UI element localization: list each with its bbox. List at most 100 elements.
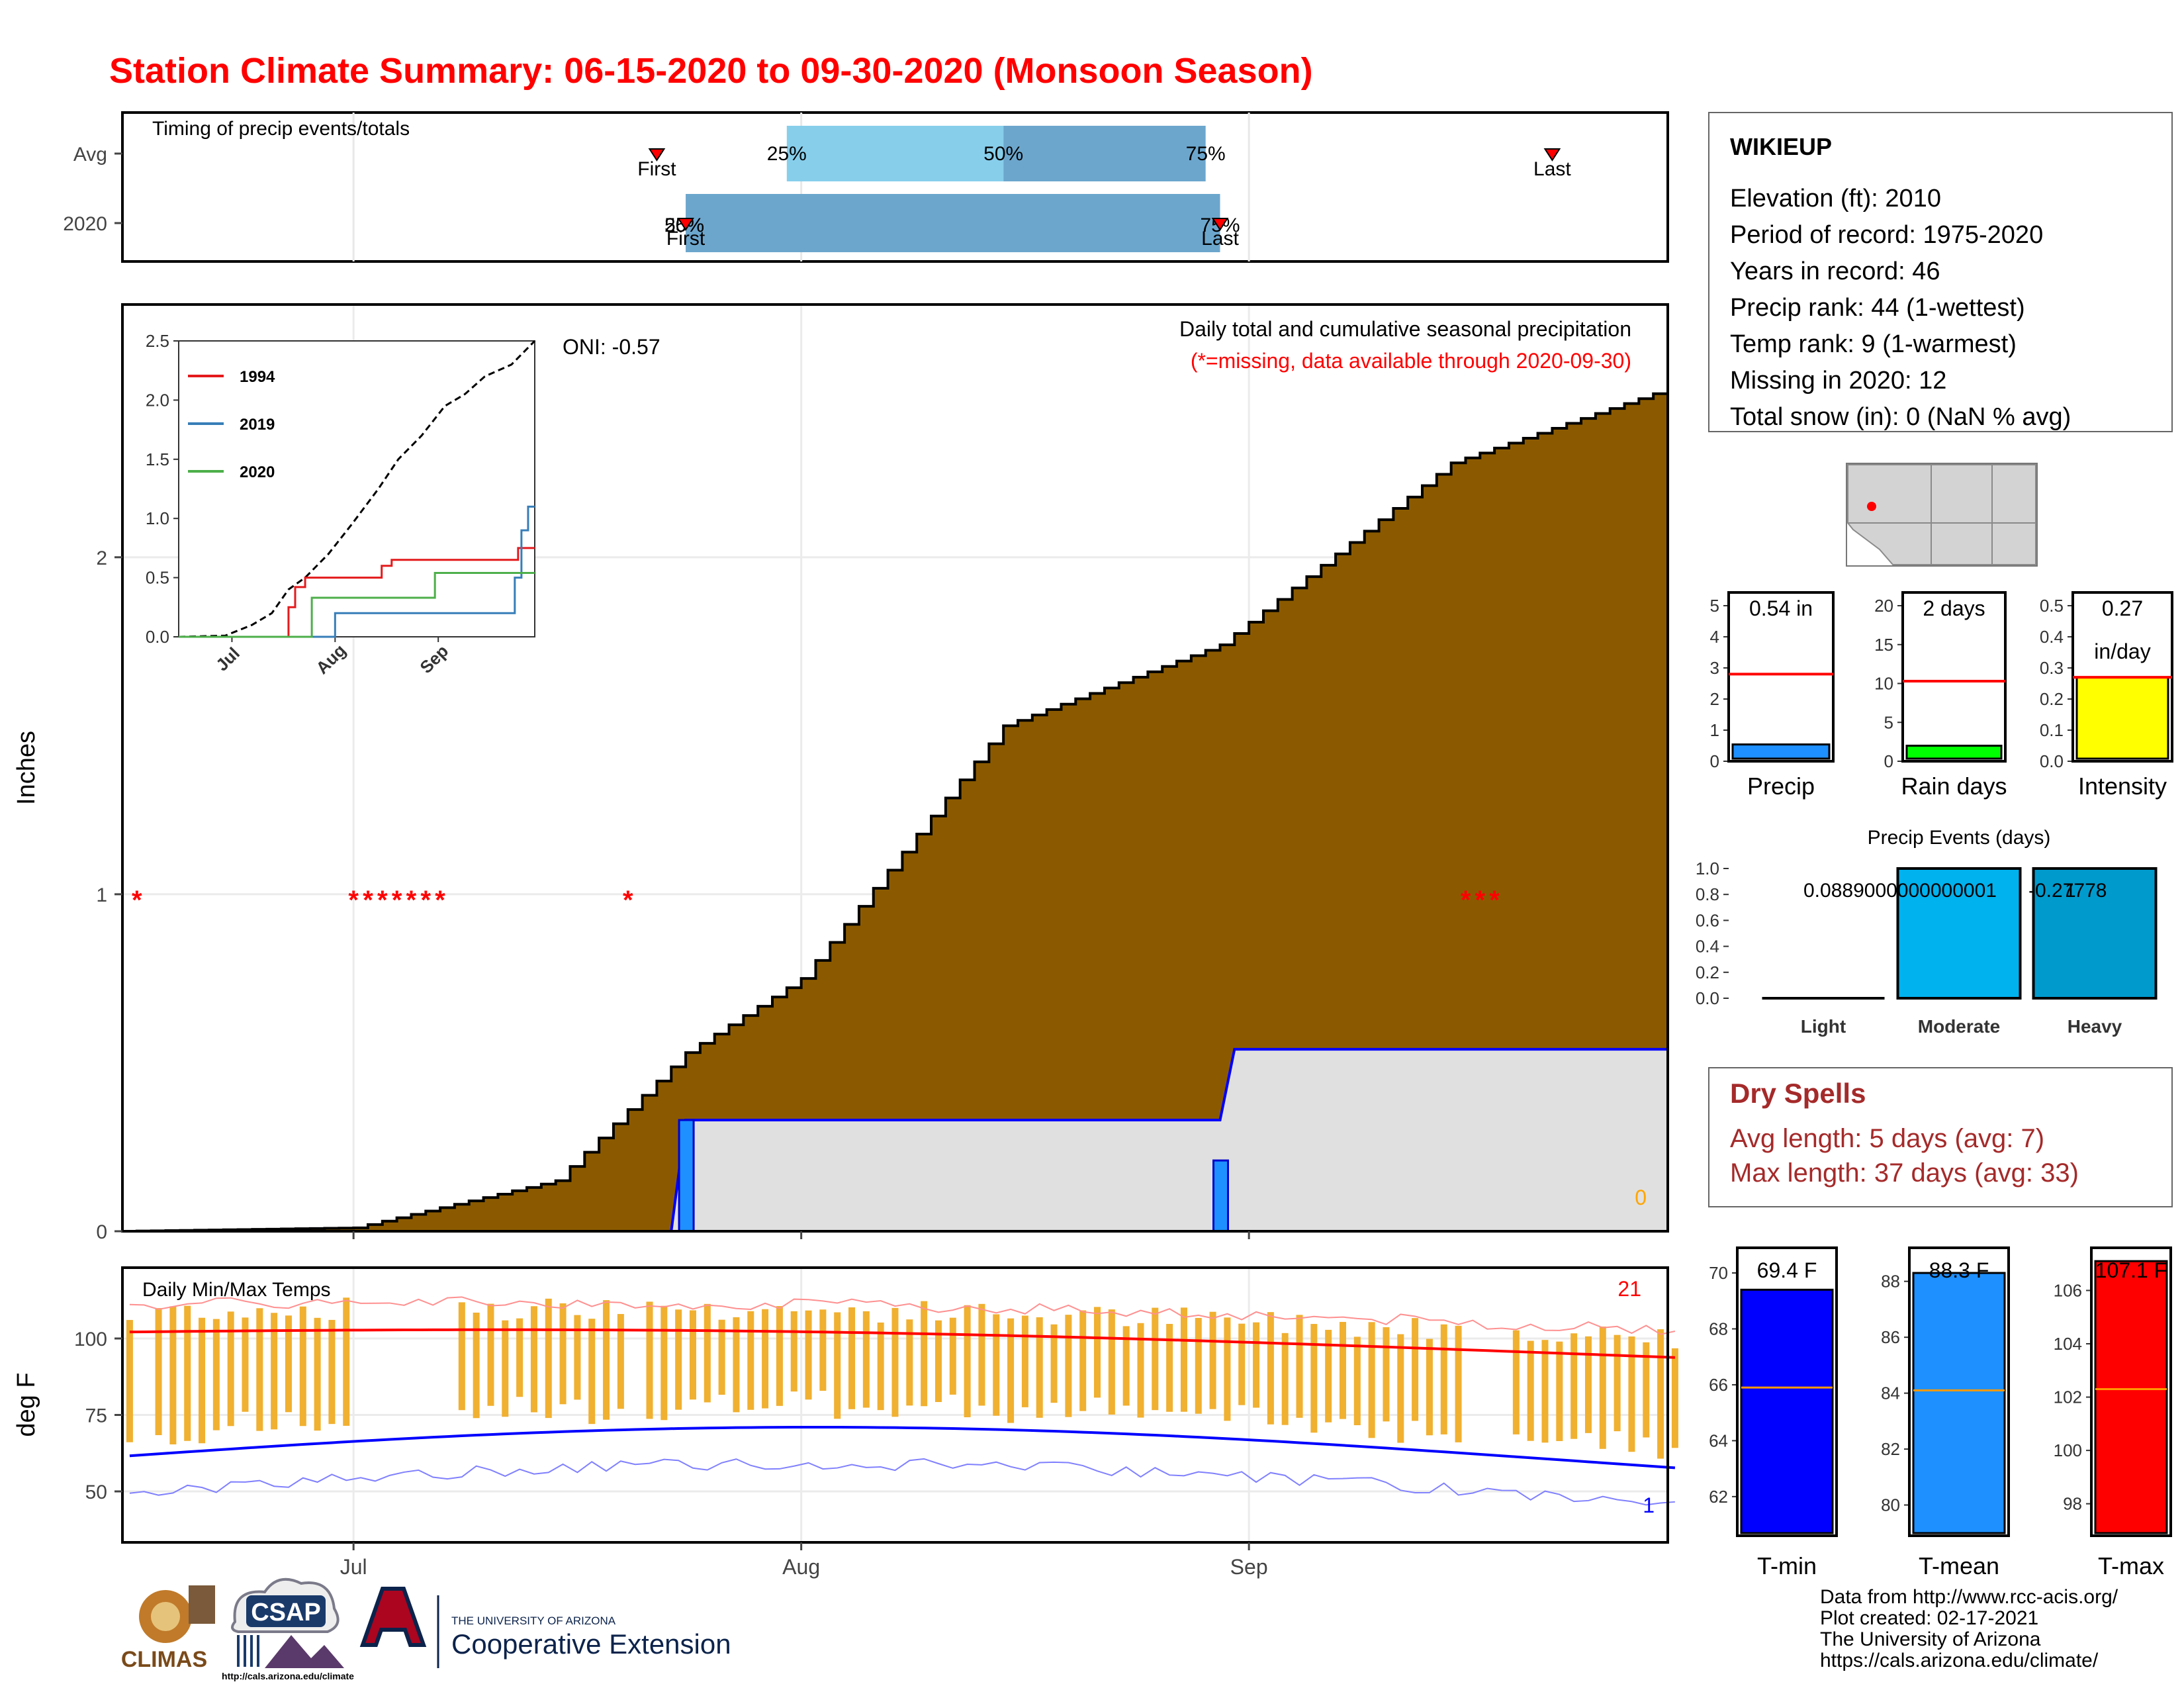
- daily-temp-bar: [1224, 1317, 1231, 1421]
- daily-temp-bar: [1180, 1307, 1187, 1412]
- daily-temp-bar: [343, 1297, 350, 1426]
- daily-temp-bar: [848, 1307, 856, 1409]
- temp-bar-title: T-max: [2098, 1552, 2164, 1579]
- daily-temp-bar: [877, 1322, 884, 1411]
- first-marker: [648, 148, 666, 162]
- temp-bar-y-tick: 64: [1709, 1430, 1728, 1450]
- daily-temp-bar: [1614, 1335, 1621, 1432]
- daily-temp-bar: [790, 1311, 797, 1392]
- daily-temp-bar: [1556, 1341, 1563, 1441]
- csap-mountain-icon: [265, 1635, 344, 1668]
- events-y-tick: 0.8: [1696, 884, 1719, 904]
- events-y-tick: 0.4: [1696, 937, 1719, 957]
- daily-temp-bar: [574, 1315, 581, 1400]
- missing-marker: *: [377, 886, 388, 915]
- events-y-tick: 1.0: [1696, 859, 1719, 878]
- daily-temp-bar: [242, 1317, 249, 1412]
- y-tick-label: 75: [85, 1405, 107, 1427]
- inset-series-2020: [179, 571, 535, 638]
- dry-avg: Avg length: 5 days (avg: 7): [1730, 1124, 2044, 1153]
- first-label: First: [637, 158, 676, 180]
- daily-temp-bar: [646, 1301, 653, 1419]
- events-y-tick: 0.2: [1696, 962, 1719, 982]
- daily-temp-bar: [819, 1309, 827, 1391]
- daily-temp-bar: [1281, 1333, 1289, 1425]
- inset-series-1994: [179, 547, 535, 638]
- station-name: WIKIEUP: [1730, 133, 1832, 160]
- zero-label: 0: [1635, 1186, 1647, 1209]
- daily-temp-bar: [1036, 1317, 1043, 1418]
- map-land: [1847, 464, 2036, 565]
- x-tick-label: Sep: [1230, 1555, 1268, 1579]
- y-tick-label: 1: [96, 884, 107, 906]
- dry-frame: [1708, 1067, 2173, 1207]
- daily-temp-bar: [1122, 1326, 1130, 1406]
- daily-temp-bar: [733, 1317, 740, 1413]
- legend-label: 2020: [240, 463, 275, 481]
- x-tick-label: Jul: [340, 1555, 367, 1579]
- mini-value-bar: [2075, 676, 2169, 760]
- inset-y-tick: 2.5: [146, 331, 169, 351]
- daily-temp-bar: [458, 1302, 465, 1411]
- daily-temp-bar: [1657, 1329, 1664, 1459]
- station-detail: Period of record: 1975-2020: [1730, 221, 2043, 249]
- csap-bars-icon: [237, 1635, 259, 1667]
- daily-temp-bar: [559, 1303, 567, 1405]
- cumulative-2020-area: [122, 1049, 1668, 1231]
- daily-temp-bar: [227, 1311, 234, 1427]
- temp-bar-y-tick: 84: [1881, 1383, 1900, 1403]
- daily-temp-bar: [1152, 1307, 1159, 1411]
- precip-frame: [121, 303, 1669, 1233]
- mini-y-tick: 0.4: [2040, 627, 2064, 647]
- event-category: Moderate: [1918, 1016, 2000, 1037]
- p50-label: 50%: [983, 143, 1023, 165]
- daily-temp-bar: [862, 1311, 870, 1408]
- temp-summary-bars: 62 64 66 68 70 69.4 F T-min 80 82 84 86 88 88.3 F T-m…: [1709, 1246, 2172, 1579]
- precip-panel-note: (*=missing, data available through 2020-…: [1191, 349, 1631, 373]
- daily-temp-bar: [256, 1308, 263, 1431]
- legend-label: 1994: [240, 368, 275, 386]
- temp-bar-y-tick: 82: [1881, 1439, 1900, 1459]
- inset-frame: [178, 340, 535, 637]
- daily-temp-bar: [1671, 1348, 1678, 1448]
- daily-temp-bar: [328, 1319, 336, 1425]
- temp-bar-y-tick: 104: [2054, 1334, 2082, 1354]
- station-frame: [1708, 112, 2173, 432]
- mini-value-label: 0.54 in: [1749, 596, 1813, 620]
- daily-temp-bar: [1007, 1318, 1015, 1423]
- event-category: Heavy: [2068, 1016, 2122, 1037]
- daily-temp-bar: [1094, 1307, 1101, 1398]
- station-detail: Elevation (ft): 2010: [1730, 185, 1941, 212]
- first-label: First: [666, 228, 705, 250]
- daily-temp-bar: [126, 1320, 133, 1442]
- precip-panel-title: Daily total and cumulative seasonal prec…: [1179, 317, 1631, 341]
- station-detail: Temp rank: 9 (1-warmest): [1730, 330, 2017, 358]
- mini-y-tick: 10: [1874, 674, 1893, 694]
- ua-big-text: Cooperative Extension: [451, 1628, 731, 1660]
- daily-temp-bar: [1339, 1321, 1346, 1419]
- missing-marker: *: [623, 886, 633, 915]
- precip-events-chart: Precip Events (days) 0.0 0.2 0.4 0.6 0.8 1.0 Li…: [1696, 827, 2158, 1037]
- summary-bars: 0 1 2 3 4 5 0.54 in Precip 0 5 10 15 20 2 days Rain da…: [1710, 591, 2173, 800]
- daily-temp-bar: [660, 1305, 668, 1421]
- mini-y-tick: 3: [1710, 658, 1719, 678]
- daily-temp-bar: [473, 1312, 480, 1419]
- cumulative-2020-line: [122, 1048, 1668, 1231]
- daily-temp-bar: [516, 1318, 523, 1397]
- daily-temp-bar: [1570, 1333, 1578, 1439]
- dry-title: Dry Spells: [1730, 1078, 1866, 1109]
- event-value-label: 1: [2065, 880, 2076, 902]
- event-bar: [2032, 867, 2158, 1000]
- daily-temp-bar: [1383, 1327, 1390, 1422]
- daily-temp-bar: [1527, 1340, 1534, 1441]
- station-info-box: WIKIEUP Elevation (ft): 2010 Period of rec…: [1708, 112, 2173, 432]
- daily-temp-bar: [1296, 1315, 1303, 1418]
- daily-temp-bar: [299, 1306, 306, 1427]
- daily-temp-bar: [1238, 1323, 1246, 1405]
- daily-temp-bar: [1310, 1324, 1318, 1433]
- record-low-line: [129, 1458, 1675, 1506]
- daily-temp-bar: [169, 1306, 177, 1444]
- y-axis-title: deg F: [13, 1372, 40, 1436]
- last-marker: [1211, 218, 1229, 231]
- oni-label: ONI: -0.57: [563, 335, 660, 359]
